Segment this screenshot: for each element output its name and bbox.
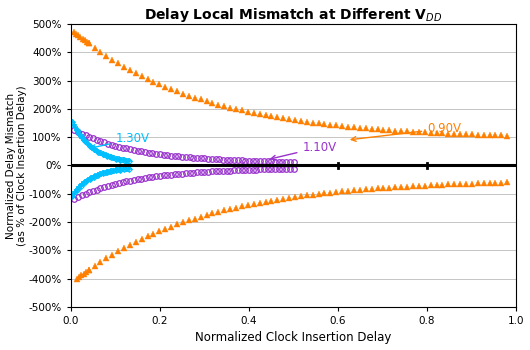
Y-axis label: Normalized Delay Mismatch
(as % of Clock Insertion Delay): Normalized Delay Mismatch (as % of Clock… [5, 85, 27, 246]
Title: Delay Local Mismatch at Different V$_{DD}$: Delay Local Mismatch at Different V$_{DD… [144, 6, 443, 23]
Text: 0.90V: 0.90V [351, 122, 461, 141]
Text: 1.30V: 1.30V [91, 132, 149, 149]
Text: 1.10V: 1.10V [271, 141, 337, 160]
X-axis label: Normalized Clock Insertion Delay: Normalized Clock Insertion Delay [196, 331, 392, 344]
